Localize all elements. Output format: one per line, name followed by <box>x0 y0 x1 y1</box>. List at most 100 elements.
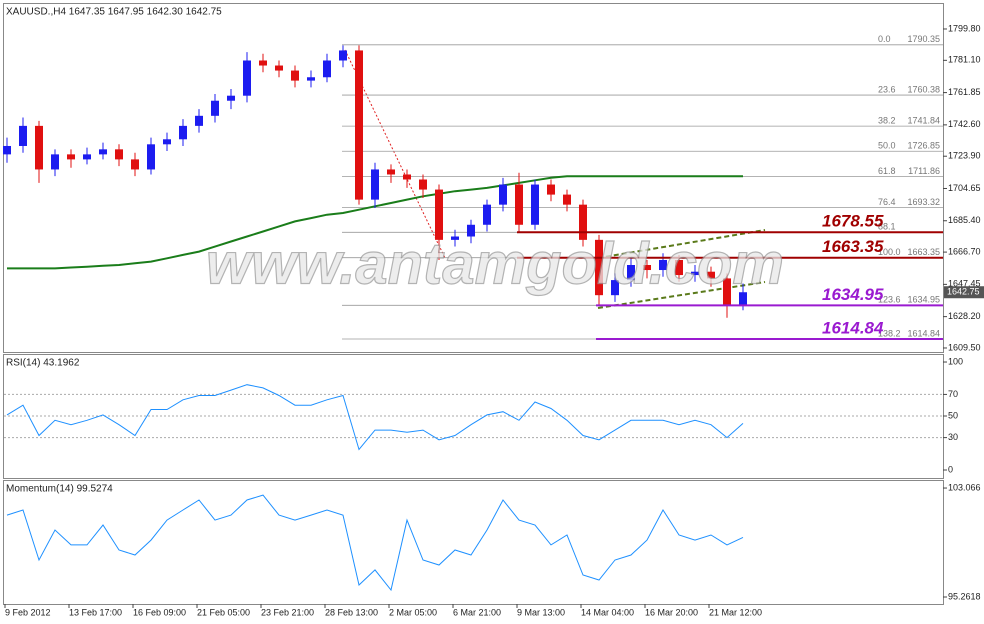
fib-value: 1711.86 <box>908 166 940 176</box>
candle-body <box>611 280 619 296</box>
candle-body <box>547 184 555 195</box>
fib-ratio: 0.0 <box>878 34 891 44</box>
fib-value: 1790.35 <box>907 34 940 44</box>
fib-value: 1614.84 <box>907 328 940 338</box>
y-tick-label: 103.066 <box>948 482 981 492</box>
x-tick-label: 13 Feb 17:00 <box>69 607 122 617</box>
candle-body <box>723 278 731 306</box>
level-label: 1678.55 <box>822 212 884 231</box>
candle-body <box>515 184 523 225</box>
channel-lower <box>597 281 766 309</box>
price-title: XAUUSD.,H4 1647.35 1647.95 1642.30 1642.… <box>6 7 222 18</box>
candle-body <box>35 125 43 170</box>
candle-body <box>227 95 235 101</box>
candle-body <box>419 179 427 190</box>
y-tick-label: 1704.65 <box>948 183 981 193</box>
level-label: 1634.95 <box>822 285 884 304</box>
candle-body <box>451 236 459 240</box>
fib-ratio: 61.8 <box>878 166 896 176</box>
candle-body <box>83 154 91 160</box>
x-tick-label: 16 Mar 20:00 <box>645 607 698 617</box>
candle-body <box>291 70 299 81</box>
y-tick-label: 0 <box>948 464 953 474</box>
candle-body <box>403 174 411 180</box>
last-price-box <box>944 286 984 299</box>
candle-body <box>387 169 395 175</box>
candle-body <box>659 259 667 271</box>
y-tick-label: 1628.20 <box>948 311 981 321</box>
x-tick-label: 21 Feb 05:00 <box>197 607 250 617</box>
y-tick-label: 1666.70 <box>948 246 981 256</box>
last-price-label: 1642.75 <box>947 287 980 297</box>
y-tick-label: 1742.60 <box>948 119 981 129</box>
y-tick-label: 1609.50 <box>948 342 981 352</box>
x-tick-label: 6 Mar 21:00 <box>453 607 501 617</box>
fib-value: 1726.85 <box>907 141 940 151</box>
candle-body <box>307 77 315 81</box>
candle-body <box>131 159 139 170</box>
candle-body <box>51 154 59 170</box>
x-tick-label: 9 Feb 2012 <box>5 607 51 617</box>
x-tick-label: 16 Feb 09:00 <box>133 607 186 617</box>
y-tick-label: 70 <box>948 389 958 399</box>
rsi-title: RSI(14) 43.1962 <box>6 358 80 369</box>
y-tick-label: 50 <box>948 410 958 420</box>
y-tick-label: 1723.90 <box>948 151 981 161</box>
momentum-panel <box>3 480 944 605</box>
y-tick-label: 95.2618 <box>948 591 981 601</box>
candle-body <box>371 169 379 200</box>
y-tick-label: 1781.10 <box>948 55 981 65</box>
y-tick-label: 1685.40 <box>948 215 981 225</box>
candle-body <box>19 125 27 146</box>
indicator-line <box>6 494 744 592</box>
indicator-line <box>6 384 744 451</box>
candle-body <box>99 149 107 155</box>
watermark: www.antamgold.com <box>206 231 784 296</box>
candle-body <box>163 139 171 145</box>
candle-body <box>211 100 219 116</box>
fib-ratio: 50.0 <box>878 141 896 151</box>
candle-body <box>739 292 747 306</box>
fib-value: 1760.38 <box>907 84 940 94</box>
candle-body <box>355 50 363 200</box>
y-tick-label: 30 <box>948 432 958 442</box>
candle-body <box>339 50 347 61</box>
candle-body <box>579 204 587 240</box>
price-panel <box>3 3 944 353</box>
candle-body <box>243 60 251 96</box>
fib-value: 1634.95 <box>907 295 940 305</box>
y-tick-label: 1647.45 <box>948 279 981 289</box>
candle-body <box>675 259 683 276</box>
fib-ratio: 76.4 <box>878 197 896 207</box>
x-tick-label: 14 Mar 04:00 <box>581 607 634 617</box>
y-tick-label: 100 <box>948 356 963 366</box>
candle-body <box>531 184 539 225</box>
fib-value: 1663.35 <box>907 247 940 257</box>
level-label: 1663.35 <box>822 237 884 256</box>
candle-body <box>483 204 491 225</box>
fib-ratio: 138.2 <box>878 328 901 338</box>
candle-body <box>147 144 155 170</box>
y-tick-label: 1799.80 <box>948 23 981 33</box>
x-tick-label: 28 Feb 13:00 <box>325 607 378 617</box>
candle-body <box>3 145 11 155</box>
x-tick-label: 21 Mar 12:00 <box>709 607 762 617</box>
x-tick-label: 23 Feb 21:00 <box>261 607 314 617</box>
candle-body <box>467 224 475 237</box>
candle-body <box>323 60 331 78</box>
fib-ratio: 123.6 <box>878 295 901 305</box>
candle-body <box>499 184 507 205</box>
momentum-title: Momentum(14) 99.5274 <box>6 484 113 495</box>
candle-body <box>595 239 603 296</box>
x-tick-label: 2 Mar 05:00 <box>389 607 437 617</box>
fib-ratio: 23.6 <box>878 84 896 94</box>
level-label: 1614.84 <box>822 319 884 338</box>
channel-upper <box>597 229 766 259</box>
y-tick-label: 1761.85 <box>948 87 981 97</box>
fib-value: 1693.32 <box>907 197 940 207</box>
candle-body <box>435 189 443 240</box>
candle-body <box>275 65 283 71</box>
candle-body <box>179 125 187 140</box>
